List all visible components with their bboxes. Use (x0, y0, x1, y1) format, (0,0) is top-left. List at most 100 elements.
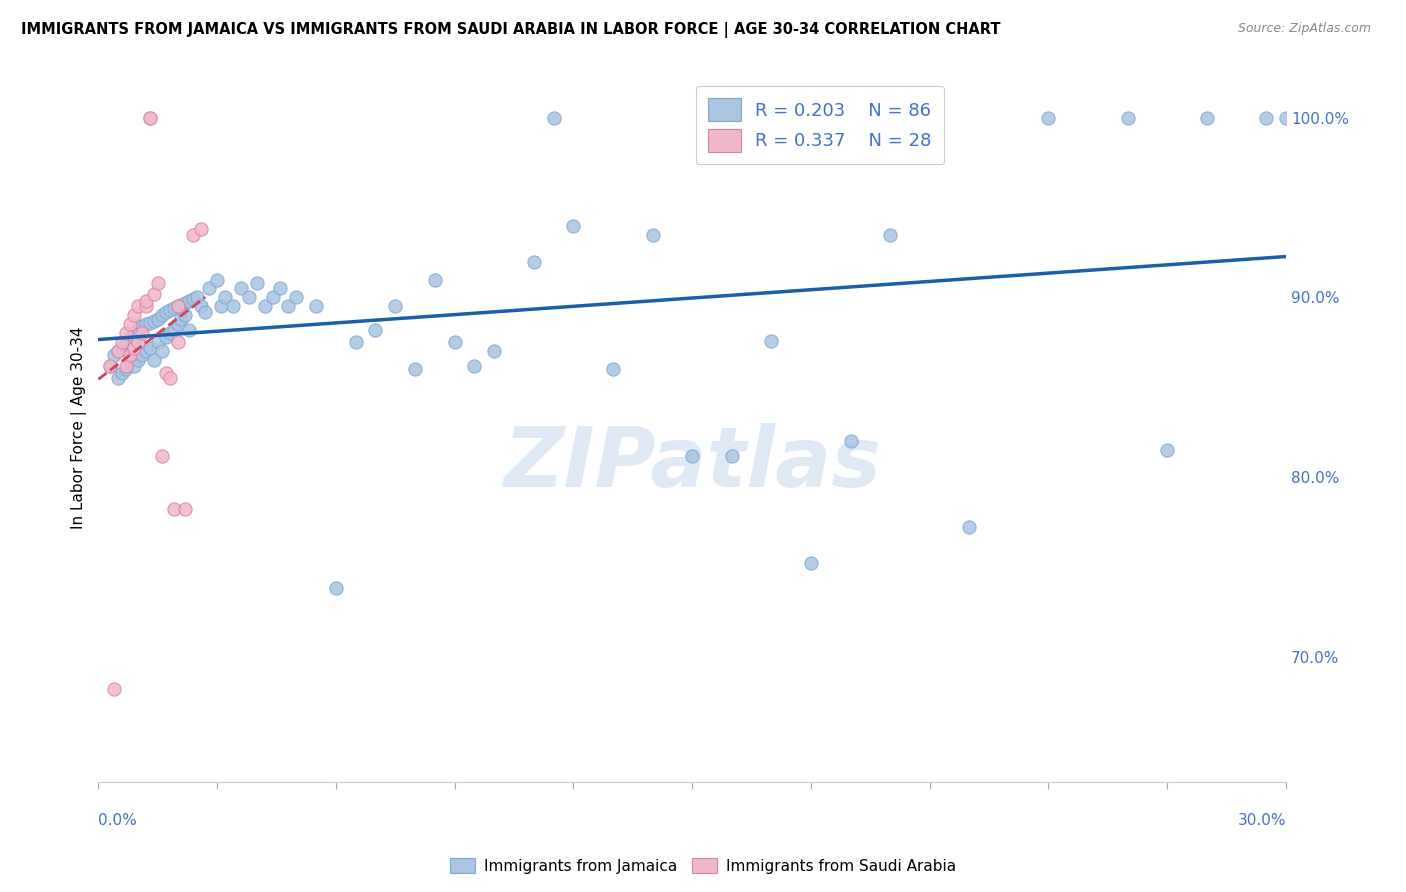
Point (146, 312, 169, 326)
Point (115, 359, 138, 373)
Point (135, 318, 157, 332)
Point (262, 290, 284, 304)
Point (111, 341, 134, 355)
Point (194, 305, 217, 319)
Legend: Immigrants from Jamaica, Immigrants from Saudi Arabia: Immigrants from Jamaica, Immigrants from… (444, 852, 962, 880)
Point (146, 335, 169, 350)
Point (384, 300, 406, 314)
Point (127, 335, 149, 350)
Point (142, 286, 165, 301)
Point (127, 353, 149, 368)
Point (142, 314, 165, 328)
Point (198, 281, 221, 295)
Point (115, 362, 138, 376)
Point (484, 344, 506, 359)
Point (118, 348, 141, 362)
Point (159, 303, 181, 318)
Point (325, 582, 347, 596)
Point (179, 294, 201, 309)
Point (174, 502, 197, 516)
Y-axis label: In Labor Force | Age 30-34: In Labor Force | Age 30-34 (72, 326, 87, 529)
Point (139, 111, 162, 125)
Point (131, 348, 153, 362)
Point (269, 281, 291, 295)
Point (523, 254, 546, 268)
Point (277, 300, 299, 314)
Point (107, 344, 129, 359)
Point (285, 290, 308, 304)
Point (246, 276, 269, 290)
Point (142, 353, 165, 368)
Point (118, 318, 141, 332)
Point (166, 318, 188, 332)
Point (127, 335, 149, 350)
Point (562, 219, 585, 233)
Point (98, 359, 121, 373)
Point (179, 323, 201, 337)
Point (1156, 443, 1178, 458)
Point (800, 556, 823, 570)
Point (1275, 111, 1298, 125)
Point (170, 312, 193, 326)
Point (139, 316, 162, 330)
Point (122, 326, 145, 341)
Point (103, 348, 125, 362)
Text: 0.0%: 0.0% (98, 813, 138, 828)
Point (1256, 111, 1278, 125)
Text: 30.0%: 30.0% (1237, 813, 1286, 828)
Point (463, 359, 485, 373)
Point (602, 362, 624, 376)
Point (155, 366, 177, 380)
Point (183, 293, 205, 307)
Point (305, 300, 328, 314)
Point (186, 290, 208, 304)
Point (761, 334, 783, 348)
Point (159, 371, 181, 385)
Point (344, 335, 367, 350)
Point (1195, 111, 1218, 125)
Point (150, 309, 173, 323)
Point (443, 335, 465, 350)
Point (146, 276, 169, 290)
Point (111, 366, 134, 380)
Point (641, 227, 664, 242)
Point (879, 227, 901, 242)
Point (190, 300, 212, 314)
Point (127, 323, 149, 337)
Text: Source: ZipAtlas.com: Source: ZipAtlas.com (1237, 22, 1371, 36)
Point (170, 298, 193, 312)
Point (122, 359, 145, 373)
Point (155, 305, 177, 319)
Point (115, 335, 138, 350)
Point (135, 294, 157, 309)
Point (98, 359, 121, 373)
Point (209, 300, 232, 314)
Point (174, 309, 197, 323)
Point (127, 300, 149, 314)
Point (404, 362, 426, 376)
Point (214, 290, 236, 304)
Point (131, 326, 153, 341)
Point (166, 300, 188, 314)
Point (135, 300, 157, 314)
Point (162, 502, 184, 516)
Point (543, 111, 565, 125)
Point (122, 309, 145, 323)
Point (166, 335, 188, 350)
Point (103, 681, 125, 696)
Point (139, 341, 162, 355)
Point (681, 449, 703, 463)
Point (253, 300, 276, 314)
Point (229, 281, 252, 295)
Point (107, 344, 129, 359)
Point (364, 323, 387, 337)
Point (118, 330, 141, 344)
Point (115, 326, 138, 341)
Point (135, 344, 157, 359)
Point (205, 272, 228, 286)
Point (222, 300, 245, 314)
Legend: R = 0.203    N = 86, R = 0.337    N = 28: R = 0.203 N = 86, R = 0.337 N = 28 (696, 86, 945, 164)
Text: IMMIGRANTS FROM JAMAICA VS IMMIGRANTS FROM SAUDI ARABIA IN LABOR FORCE | AGE 30-: IMMIGRANTS FROM JAMAICA VS IMMIGRANTS FR… (21, 22, 1001, 38)
Point (159, 326, 181, 341)
Point (162, 323, 184, 337)
